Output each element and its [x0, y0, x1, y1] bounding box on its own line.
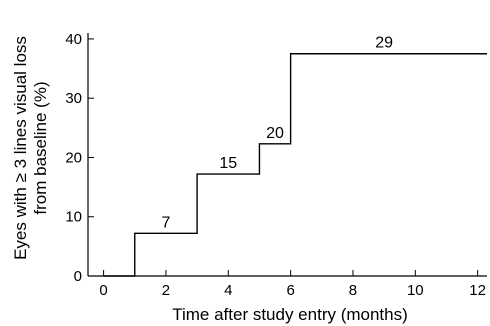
y-tick-label: 0 [74, 268, 82, 285]
y-tick-label: 10 [65, 209, 82, 226]
data-label: 20 [266, 125, 284, 142]
x-tick-label: 0 [99, 282, 107, 299]
data-label: 29 [375, 35, 393, 52]
x-tick-label: 8 [349, 282, 357, 299]
x-ticks: 0 2 4 6 8 10 12 [99, 270, 486, 299]
y-tick-label: 40 [65, 31, 82, 48]
x-tick-label: 10 [407, 282, 424, 299]
data-label: 7 [161, 214, 170, 231]
step-series-line [103, 53, 487, 277]
y-tick-label: 30 [65, 90, 82, 107]
x-axis-title: Time after study entry (months) [172, 305, 408, 324]
data-labels: 7 15 20 29 [161, 35, 393, 232]
x-tick-label: 4 [224, 282, 232, 299]
x-tick-label: 12 [469, 282, 486, 299]
x-tick-label: 6 [286, 282, 294, 299]
y-ticks: 0 10 20 30 40 [65, 31, 94, 285]
y-axis-title-line-2: from baseline (%) [31, 81, 50, 214]
y-axis-title: Eyes with ≥ 3 lines visual loss from bas… [11, 36, 50, 260]
y-tick-label: 20 [65, 149, 82, 166]
y-axis-title-line-1: Eyes with ≥ 3 lines visual loss [11, 36, 30, 260]
x-tick-label: 2 [162, 282, 170, 299]
data-label: 15 [219, 155, 237, 172]
